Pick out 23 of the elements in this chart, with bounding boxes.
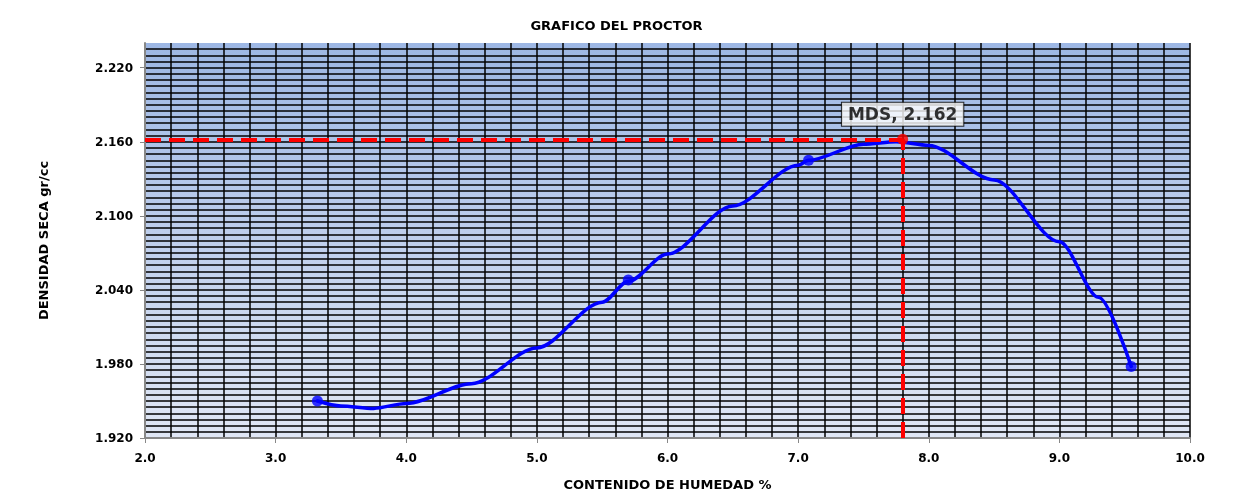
y-tick-label: 1.980: [95, 356, 133, 371]
x-tick-label: 5.0: [526, 451, 548, 465]
x-tick-label: 7.0: [787, 451, 809, 465]
point: [622, 274, 634, 286]
x-tick-label: 9.0: [1048, 451, 1071, 465]
data-label: MDS, 2.162: [847, 104, 958, 125]
chart-title: GRAFICO DEL PROCTOR: [530, 18, 703, 33]
point: [311, 395, 323, 407]
y-tick-label: 2.160: [95, 134, 133, 149]
y-tick-label: 2.100: [95, 208, 133, 223]
x-tick-label: 6.0: [656, 451, 679, 465]
y-tick-label: 2.220: [95, 60, 133, 75]
x-tick-label: 4.0: [395, 451, 417, 465]
y-tick-label: 1.920: [95, 431, 133, 445]
x-tick-label: 8.0: [918, 451, 940, 465]
x-tick-label: 3.0: [264, 451, 287, 465]
x-tick-label: 2.0: [134, 451, 156, 465]
x-tick-label: 10.0: [1175, 451, 1205, 465]
y-tick-label: 2.040: [95, 282, 133, 297]
point: [803, 154, 815, 166]
point: [1125, 360, 1137, 372]
y-axis-title: DENSIDAD SECA gr/cc: [36, 160, 51, 321]
x-axis-title: CONTENIDO DE HUMEDAD %: [563, 477, 772, 492]
